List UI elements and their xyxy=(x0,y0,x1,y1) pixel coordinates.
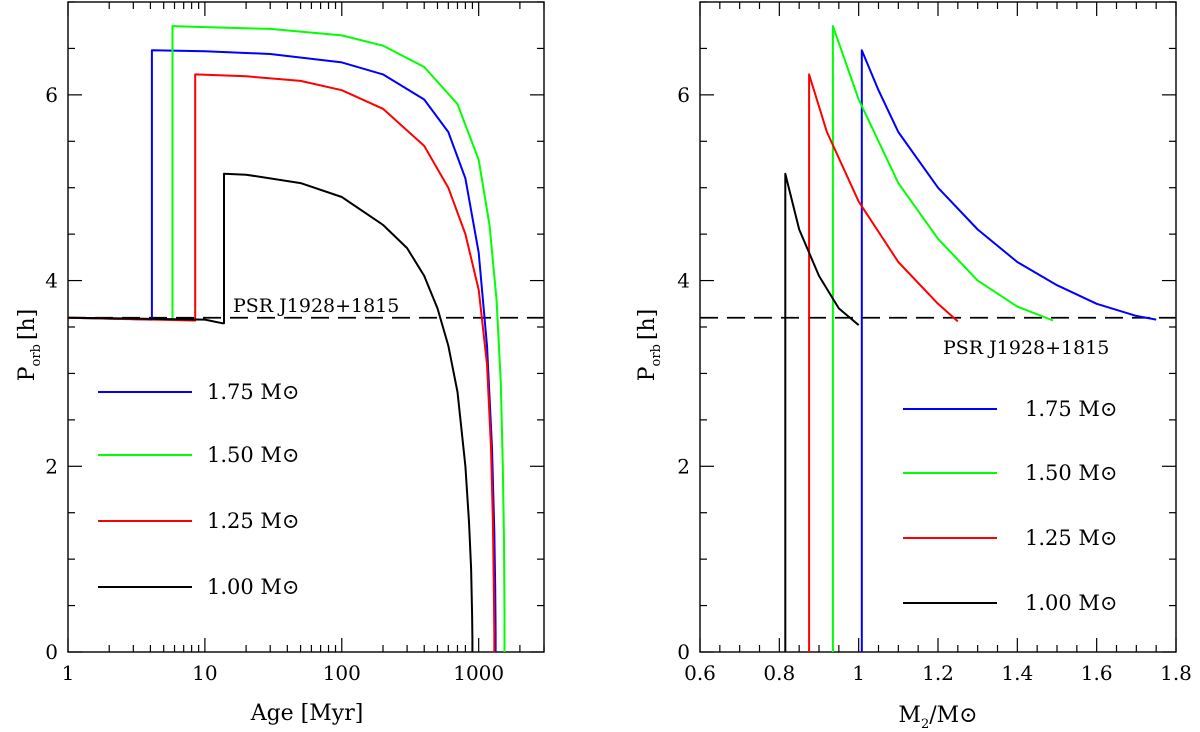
y-tick-label: 0 xyxy=(677,640,690,664)
legend-label: 1.50 M⊙ xyxy=(207,443,300,467)
y-tick-label: 2 xyxy=(677,454,690,478)
series-line xyxy=(784,172,860,652)
y-axis-label: Porb[h] xyxy=(15,309,44,382)
x-tick-label: 0.8 xyxy=(763,661,795,685)
x-axis-label: Age [Myr] xyxy=(250,701,364,726)
y-tick-label: 4 xyxy=(677,269,690,293)
series-line xyxy=(67,25,506,652)
legend-label: 1.75 M⊙ xyxy=(1025,397,1118,421)
series-line xyxy=(831,25,1054,652)
series-line xyxy=(808,73,959,652)
x-tick-label: 10 xyxy=(192,661,217,685)
x-tick-label: 0.6 xyxy=(684,661,716,685)
series-line xyxy=(67,172,474,652)
series-line xyxy=(860,49,1157,652)
reference-label: PSR J1928+1815 xyxy=(233,295,399,317)
y-tick-label: 2 xyxy=(45,454,58,478)
series-line xyxy=(67,49,497,652)
panel-mass: M2/M⊙ Porb[h] PSR J1928+1815 0 2 4 6 0.6 0.8 1… xyxy=(635,1,1192,732)
panel-age: Age [Myr] Porb[h] PSR J1928+1815 0 2 4 6 1 10… xyxy=(15,1,545,726)
x-tick-label: 1.2 xyxy=(922,661,954,685)
legend-label: 1.00 M⊙ xyxy=(207,575,300,599)
y-tick-label: 6 xyxy=(677,83,690,107)
reference-label: PSR J1928+1815 xyxy=(943,337,1109,359)
legend-label: 1.25 M⊙ xyxy=(1025,526,1118,550)
x-tick-label: 1 xyxy=(62,661,75,685)
legend-label: 1.00 M⊙ xyxy=(1025,591,1118,615)
x-tick-label: 1.6 xyxy=(1081,661,1113,685)
y-axis-label: Porb[h] xyxy=(635,309,664,382)
y-tick-label: 0 xyxy=(45,640,58,664)
plot-frame xyxy=(67,1,545,653)
legend-label: 1.50 M⊙ xyxy=(1025,461,1118,485)
y-tick-label: 4 xyxy=(45,269,58,293)
series-line xyxy=(67,73,496,652)
x-tick-label: 1.8 xyxy=(1160,661,1192,685)
x-axis-label: M2/M⊙ xyxy=(898,703,977,732)
legend-label: 1.75 M⊙ xyxy=(207,380,300,404)
x-tick-label: 100 xyxy=(323,661,361,685)
y-tick-label: 6 xyxy=(45,83,58,107)
x-tick-label: 1000 xyxy=(453,661,504,685)
x-tick-label: 1.4 xyxy=(1001,661,1033,685)
plot-frame xyxy=(699,1,1177,653)
x-tick-label: 1 xyxy=(852,661,865,685)
legend-label: 1.25 M⊙ xyxy=(207,509,300,533)
